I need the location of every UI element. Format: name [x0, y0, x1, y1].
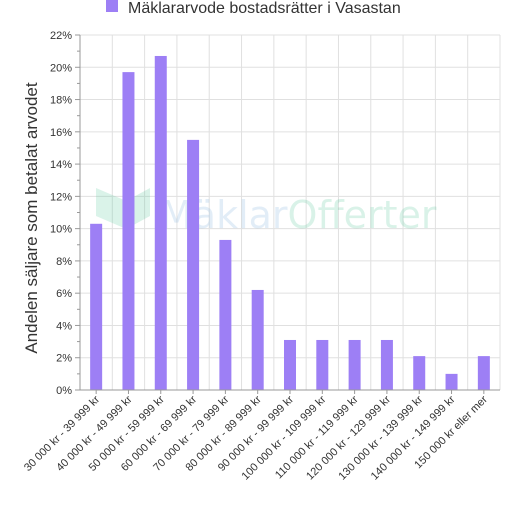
bar [187, 139, 200, 390]
watermark-text-part2: Offerter [288, 193, 437, 237]
y-tick-label: 2% [56, 353, 72, 365]
y-tick-label: 18% [50, 95, 72, 107]
bars [90, 55, 490, 391]
y-tick-label: 6% [56, 288, 72, 300]
bar [90, 223, 103, 390]
watermark-text: MäklarOfferter [160, 193, 437, 237]
bar [380, 339, 393, 390]
watermark-text-part1: Mäklar [160, 193, 288, 237]
y-tick-label: 14% [50, 159, 72, 171]
y-tick-label: 8% [56, 256, 72, 268]
y-tick-labels: 0% 2% 4% 6% 8% 10% 12% 14% 16% 18% 20% 22% [50, 30, 72, 397]
y-tick-label: 22% [50, 30, 72, 42]
y-tick-label: 20% [50, 62, 72, 74]
legend-swatch [106, 0, 118, 12]
bar [348, 339, 361, 390]
y-tick-label: 12% [50, 191, 72, 203]
bar [284, 339, 296, 390]
bar [445, 373, 458, 390]
y-tick-label: 10% [50, 224, 72, 236]
y-axis-title: Andelen säljare som betalat arvodet [22, 82, 41, 353]
bar [477, 356, 490, 390]
bar [413, 356, 426, 390]
bar [219, 239, 232, 390]
watermark: MäklarOfferter [96, 188, 437, 237]
axes [75, 34, 500, 394]
y-tick-label: 4% [56, 320, 72, 332]
bar [154, 55, 167, 391]
bar [251, 289, 264, 390]
y-tick-label: 16% [50, 127, 72, 139]
legend-label: Mäklararvode bostadsrätter i Vasastan [128, 0, 401, 17]
bar [122, 72, 135, 390]
y-tick-label: 0% [56, 385, 72, 397]
bar [316, 339, 329, 390]
legend: Mäklararvode bostadsrätter i Vasastan [106, 0, 401, 17]
